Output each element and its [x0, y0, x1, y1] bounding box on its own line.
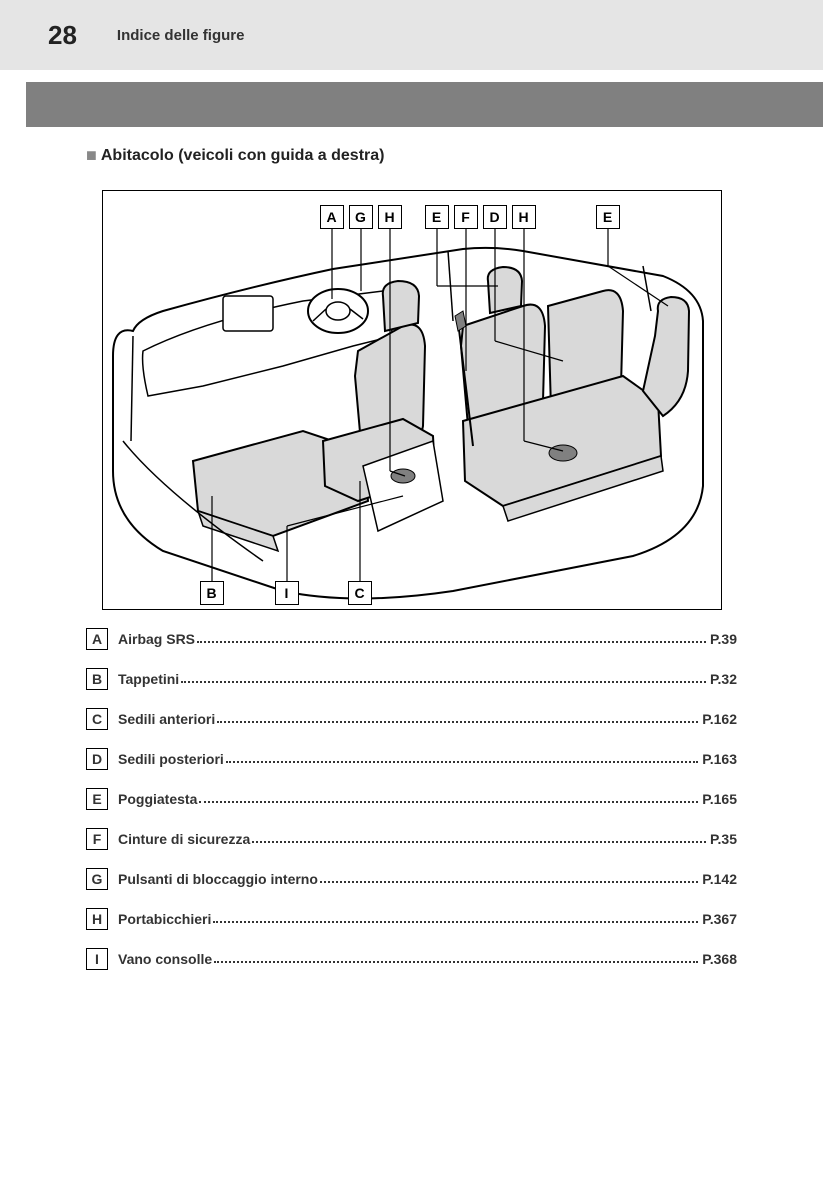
legend-text: Tappetini: [118, 671, 179, 687]
legend-page: P.162: [702, 711, 737, 727]
legend-row: B Tappetini P.32: [86, 668, 737, 690]
callout-label: I: [275, 581, 299, 605]
legend-row: E Poggiatesta P.165: [86, 788, 737, 810]
legend-letter: B: [86, 668, 108, 690]
callout-label: A: [320, 205, 344, 229]
legend-letter: C: [86, 708, 108, 730]
legend-dots: [214, 953, 698, 963]
diagram-box: A G H E F D H E B I C: [102, 190, 722, 610]
legend-row: D Sedili posteriori P.163: [86, 748, 737, 770]
legend-dots: [213, 913, 698, 923]
legend-page: P.163: [702, 751, 737, 767]
section-marker: ■: [86, 145, 97, 166]
page-header: 28 Indice delle figure: [0, 0, 823, 70]
legend-letter: E: [86, 788, 108, 810]
callout-label: E: [596, 205, 620, 229]
legend-page: P.165: [702, 791, 737, 807]
legend-page: P.368: [702, 951, 737, 967]
legend-page: P.39: [710, 631, 737, 647]
section-title-text: Abitacolo (veicoli con guida a destra): [101, 147, 385, 165]
callout-label: C: [348, 581, 372, 605]
content-area: ■ Abitacolo (veicoli con guida a destra): [0, 127, 823, 970]
callout-label: H: [512, 205, 536, 229]
callout-label: D: [483, 205, 507, 229]
page-number: 28: [48, 20, 77, 51]
legend-letter: G: [86, 868, 108, 890]
legend-text: Sedili anteriori: [118, 711, 215, 727]
legend-row: C Sedili anteriori P.162: [86, 708, 737, 730]
legend-row: G Pulsanti di bloccaggio interno P.142: [86, 868, 737, 890]
callout-label: H: [378, 205, 402, 229]
legend-letter: D: [86, 748, 108, 770]
legend-letter: H: [86, 908, 108, 930]
legend-dots: [320, 873, 698, 883]
legend-text: Poggiatesta: [118, 791, 197, 807]
legend-text: Sedili posteriori: [118, 751, 224, 767]
legend-letter: A: [86, 628, 108, 650]
legend-text: Cinture di sicurezza: [118, 831, 250, 847]
legend-page: P.32: [710, 671, 737, 687]
legend-dots: [199, 793, 698, 803]
gray-bar: [26, 82, 823, 127]
section-title: ■ Abitacolo (veicoli con guida a destra): [86, 145, 737, 166]
callout-label: G: [349, 205, 373, 229]
legend-letter: I: [86, 948, 108, 970]
legend-dots: [197, 633, 706, 643]
car-interior-diagram: [103, 191, 722, 610]
legend-page: P.35: [710, 831, 737, 847]
callout-label: E: [425, 205, 449, 229]
legend-text: Portabicchieri: [118, 911, 211, 927]
legend-row: I Vano consolle P.368: [86, 948, 737, 970]
legend-text: Pulsanti di bloccaggio interno: [118, 871, 318, 887]
legend-text: Vano consolle: [118, 951, 212, 967]
legend-dots: [252, 833, 706, 843]
legend-dots: [226, 753, 698, 763]
callout-label: B: [200, 581, 224, 605]
legend-list: A Airbag SRS P.39 B Tappetini P.32 C Sed…: [86, 628, 737, 970]
legend-page: P.142: [702, 871, 737, 887]
header-title: Indice delle figure: [117, 27, 245, 44]
legend-page: P.367: [702, 911, 737, 927]
callout-label: F: [454, 205, 478, 229]
legend-text: Airbag SRS: [118, 631, 195, 647]
legend-row: H Portabicchieri P.367: [86, 908, 737, 930]
legend-dots: [181, 673, 706, 683]
legend-row: F Cinture di sicurezza P.35: [86, 828, 737, 850]
legend-dots: [217, 713, 698, 723]
legend-row: A Airbag SRS P.39: [86, 628, 737, 650]
legend-letter: F: [86, 828, 108, 850]
